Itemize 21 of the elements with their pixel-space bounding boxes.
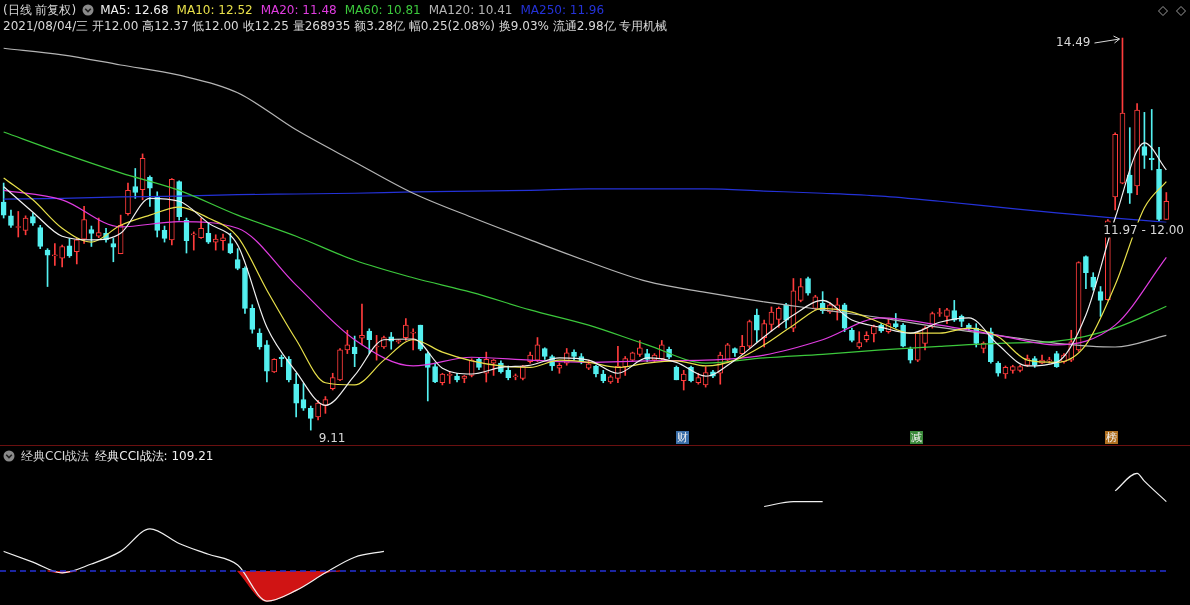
candlestick [52,243,58,266]
text: 9.11 [318,431,346,446]
text: MA120: 10.41 [428,2,513,18]
text: 减 [910,431,923,444]
text: MA250: 11.96 [520,2,605,18]
text: 经典CCI战法: 109.21 [95,448,214,464]
annotation: 11.97 - 12.00 [1103,222,1184,237]
candlestick [190,231,197,251]
candlestick [359,303,365,346]
text: MA20: 11.48 [260,2,337,18]
candlestick [856,331,863,349]
text: MA5: 12.68 [100,2,169,18]
text: MA10: 12.52 [176,2,253,18]
text: MA60: 10.81 [344,2,421,18]
annotation: 14.49 [1056,35,1091,50]
chart-title: 经典CCI战法 [21,448,90,464]
text: 财 [676,431,689,444]
chart-subtitle: 2021/08/04/三 开12.00 高12.37 低12.00 收12.25 量268935 额3.28亿 幅0.25(2.08%) 换9.03% 流通2.98亿 专用机械 [3,18,668,34]
chart-title: (日线 前复权) [3,2,77,18]
text: 榜 [1105,431,1118,444]
candlestick [410,328,416,351]
